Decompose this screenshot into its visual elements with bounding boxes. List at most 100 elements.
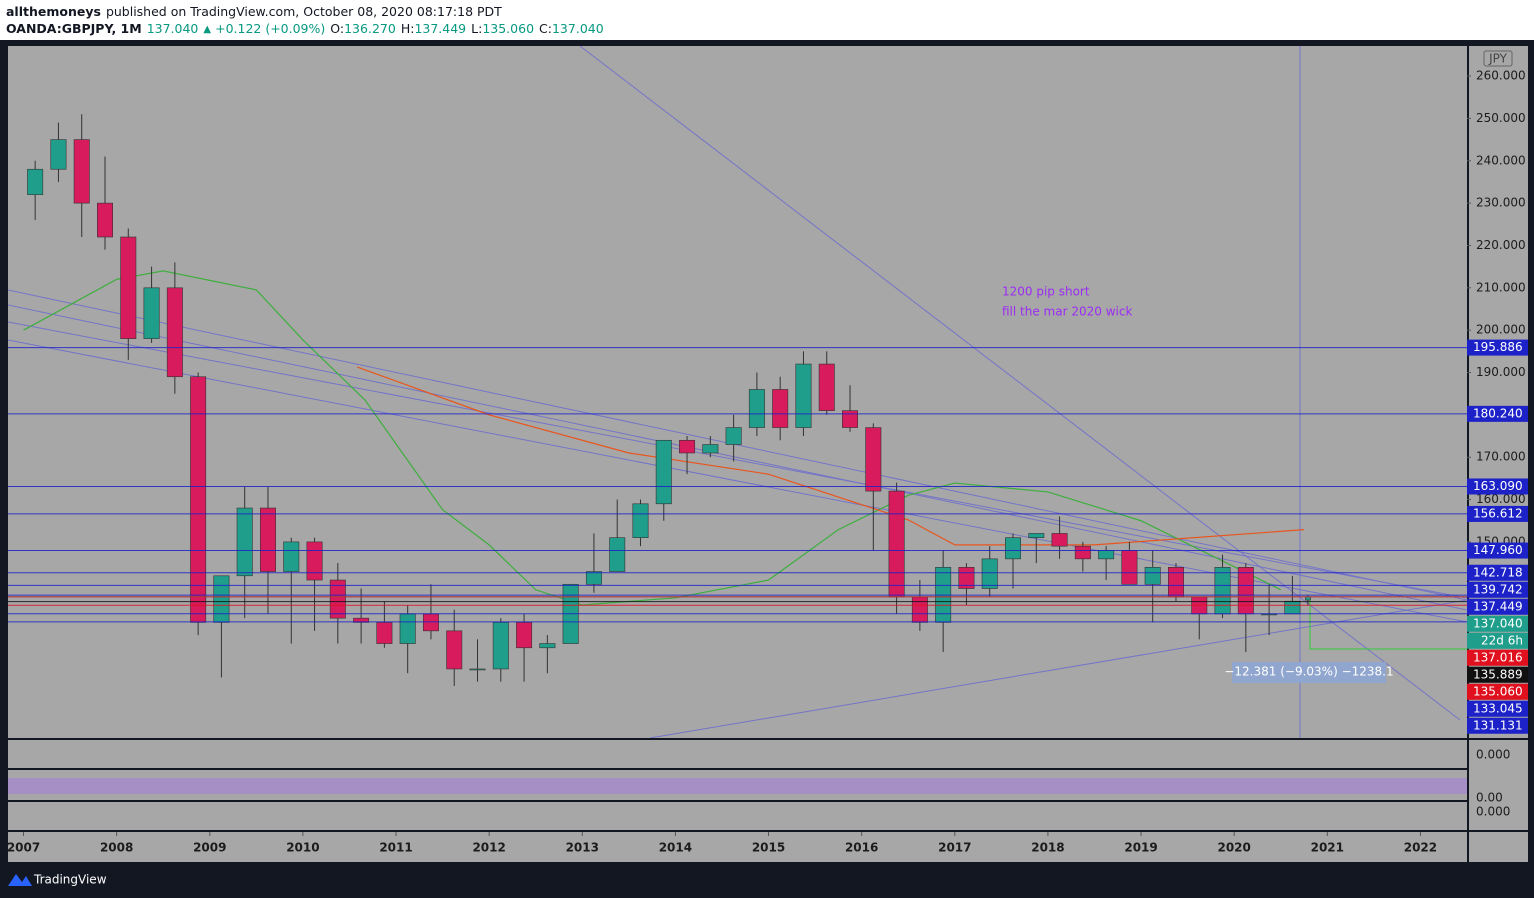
ohlc-value: 137.040 (552, 21, 604, 36)
y-tick-label: 250.000 (1476, 111, 1526, 125)
volume-panel (8, 740, 1467, 768)
trendline (8, 321, 1467, 599)
x-tick-label: 2012 (472, 841, 505, 855)
candle-body (655, 439, 672, 505)
level-label-box (1467, 542, 1528, 559)
level-label-box (1467, 478, 1528, 495)
brand-logo (8, 874, 32, 886)
candle-body (842, 410, 859, 428)
x-tick-label: 2022 (1404, 841, 1437, 855)
last-price: 137.040 (147, 21, 199, 36)
axis-corner (1469, 832, 1528, 862)
candle-body (353, 617, 370, 623)
annotation: 1200 pip short (1002, 285, 1090, 299)
measure-label: −12.381 (−9.03%) −1238.1 (1224, 665, 1393, 679)
indicator-label: 0.000 (1476, 748, 1510, 762)
candle-body (213, 575, 230, 623)
candle-body (27, 168, 44, 195)
candle-body (376, 622, 393, 644)
x-tick-label: 2007 (7, 841, 40, 855)
symbol-line: OANDA:GBPJPY, 1M 137.040 ▲ +0.122 (+0.09%) O… (6, 21, 604, 36)
measure-box (1232, 662, 1386, 683)
y-tick-label: 190.000 (1476, 365, 1526, 379)
oscillator-band (8, 778, 1467, 794)
level-label-box (1467, 666, 1528, 683)
candle-body (865, 427, 882, 492)
candle-body (190, 376, 207, 623)
candle-body (679, 439, 696, 454)
y-tick-label: 160.000 (1476, 492, 1526, 506)
y-tick-label: 170.000 (1476, 450, 1526, 464)
trendline (649, 599, 1467, 738)
countdown: 22d 6h (1481, 633, 1523, 647)
indicator-label: 0.00 (1476, 791, 1503, 805)
level-label-box (1467, 581, 1528, 598)
indicator-label: 0.000 (1476, 805, 1510, 819)
level-label-box (1467, 615, 1528, 632)
currency-box (1483, 50, 1513, 67)
publisher: allthemoneys (6, 4, 101, 19)
candle-body (469, 668, 486, 671)
candle-body (818, 363, 835, 411)
level-label-box (1467, 717, 1528, 734)
y-tick-label: 260.000 (1476, 69, 1526, 83)
candle-body (422, 613, 439, 632)
currency: JPY (1488, 52, 1508, 66)
ohlc-value: 137.449 (414, 21, 466, 36)
trendline (8, 304, 1467, 611)
candle-body (259, 507, 276, 572)
candle-body (1098, 550, 1115, 560)
brand: TradingView (33, 873, 107, 887)
moving-average (357, 366, 1305, 546)
candle-body (981, 558, 998, 589)
trendline (8, 289, 1467, 601)
x-tick-label: 2015 (752, 841, 785, 855)
x-tick-label: 2011 (379, 841, 412, 855)
candle-body (632, 503, 649, 538)
candle-body (492, 622, 509, 670)
level-label: 137.040 (1473, 616, 1523, 630)
candle-body (911, 596, 928, 623)
level-label-box (1467, 564, 1528, 581)
x-tick-label: 2018 (1031, 841, 1064, 855)
candle-body (329, 579, 346, 619)
level-label-box (1467, 683, 1528, 700)
level-label-box (1467, 339, 1528, 356)
candle-body (772, 389, 789, 428)
level-label: 135.889 (1473, 667, 1523, 681)
candle-body (1144, 567, 1161, 585)
candle-body (702, 444, 719, 454)
level-label-box (1467, 700, 1528, 717)
candle-body (306, 541, 323, 581)
y-tick-label: 210.000 (1476, 280, 1526, 294)
marks (8, 114, 1467, 686)
indicator-axis (1469, 740, 1528, 830)
header-line: allthemoneys published on TradingView.com… (6, 4, 502, 19)
measure-line (1309, 598, 1467, 650)
candle-body (1167, 567, 1184, 598)
x-tick-label: 2009 (193, 841, 226, 855)
countdown-box (1467, 632, 1528, 649)
level-label-box (1467, 405, 1528, 422)
candle-body (166, 287, 183, 378)
candle-body (399, 613, 416, 644)
y-tick-label: 220.000 (1476, 238, 1526, 252)
ohlc-key: O: (330, 21, 344, 36)
x-tick-label: 2013 (566, 841, 599, 855)
candle-body (1051, 533, 1068, 547)
change-arrow: ▲ (203, 24, 211, 35)
candle-body (1284, 600, 1301, 615)
level-label: 131.131 (1473, 718, 1523, 732)
level-label: 133.045 (1473, 701, 1523, 715)
x-tick-label: 2020 (1217, 841, 1250, 855)
candle-body (50, 139, 67, 170)
candle-body (1028, 533, 1045, 538)
ohlc-key: L: (471, 21, 482, 36)
candle-body (1121, 550, 1138, 585)
level-label: 147.960 (1473, 543, 1523, 557)
level-label: 135.060 (1473, 684, 1523, 698)
x-tick-label: 2010 (286, 841, 319, 855)
y-tick-label: 200.000 (1476, 323, 1526, 337)
ohlc-key: H: (401, 21, 415, 36)
